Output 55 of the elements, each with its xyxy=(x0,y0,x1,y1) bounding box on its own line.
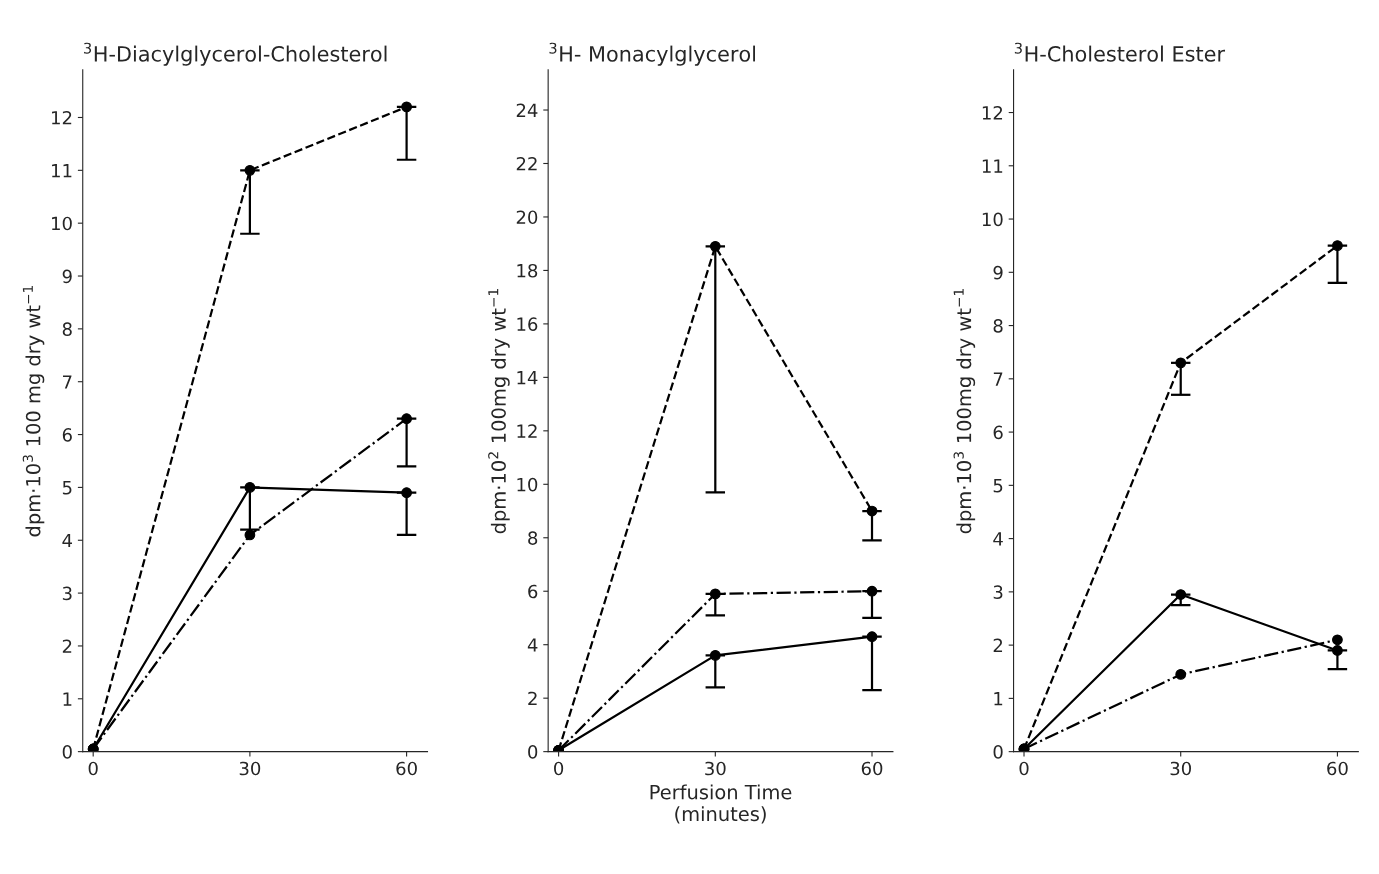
y-tick-label: 12 xyxy=(52,110,72,125)
y-tick-label: 7 xyxy=(993,372,1003,386)
y-tick-label: 5 xyxy=(993,479,1003,493)
y-tick-label: 6 xyxy=(62,428,72,442)
y-axis-title: dpm·10$^{3}$ 100mg dry wt$^{−1}$ xyxy=(953,289,976,534)
y-tick-label: 5 xyxy=(62,481,72,495)
y-tick-label: 3 xyxy=(62,586,72,601)
x-tick-label: 0 xyxy=(1019,761,1029,776)
y-tick-label: 12 xyxy=(982,105,1003,120)
chart-title: $^{3}$H-Cholesterol Ester xyxy=(1014,42,1226,62)
y-tick-label: 20 xyxy=(516,210,538,225)
y-tick-label: 8 xyxy=(528,531,538,545)
y-axis-title: dpm·10$^{2}$ 100mg dry wt$^{−1}$ xyxy=(488,289,510,534)
y-tick-label: 7 xyxy=(63,375,72,389)
y-tick-label: 11 xyxy=(52,164,72,178)
x-tick-label: 0 xyxy=(554,761,564,776)
x-tick-label: 30 xyxy=(239,761,261,776)
y-tick-label: 22 xyxy=(516,156,537,171)
y-tick-label: 11 xyxy=(982,159,1003,173)
y-tick-label: 14 xyxy=(517,371,538,385)
y-tick-label: 24 xyxy=(516,103,538,117)
y-tick-label: 4 xyxy=(62,533,72,548)
x-tick-label: 60 xyxy=(396,761,417,776)
x-tick-label: 30 xyxy=(1170,761,1192,776)
x-tick-label: 60 xyxy=(1327,761,1348,776)
y-tick-label: 0 xyxy=(528,745,538,759)
x-axis-title: Perfusion Time (minutes) xyxy=(650,784,792,824)
y-tick-label: 10 xyxy=(982,212,1003,227)
y-tick-label: 6 xyxy=(993,425,1003,440)
y-tick-label: 1 xyxy=(994,692,1003,706)
y-tick-label: 0 xyxy=(62,745,72,759)
x-tick-label: 0 xyxy=(88,761,98,776)
y-tick-label: 6 xyxy=(528,584,538,599)
y-tick-label: 1 xyxy=(63,692,72,706)
y-tick-label: 3 xyxy=(993,585,1003,599)
y-tick-label: 12 xyxy=(517,424,537,438)
y-axis-title: dpm·10$^{3}$ 100 mg dry wt$^{−1}$ xyxy=(22,286,45,537)
y-tick-label: 4 xyxy=(527,638,538,652)
y-tick-label: 10 xyxy=(517,477,538,492)
y-tick-label: 8 xyxy=(62,322,72,336)
chart-title: $^{3}$H- Monacylglycerol xyxy=(549,42,756,66)
y-tick-label: 18 xyxy=(517,263,538,278)
x-tick-label: 30 xyxy=(705,761,726,776)
y-tick-label: 9 xyxy=(62,269,72,284)
y-tick-label: 10 xyxy=(52,216,72,231)
y-tick-label: 8 xyxy=(993,319,1003,333)
y-tick-label: 2 xyxy=(528,691,537,706)
y-tick-label: 0 xyxy=(993,745,1003,759)
y-tick-label: 2 xyxy=(993,638,1003,652)
x-tick-label: 60 xyxy=(861,761,883,776)
y-tick-label: 16 xyxy=(517,317,538,332)
y-tick-label: 2 xyxy=(62,639,72,653)
y-tick-label: 4 xyxy=(993,532,1003,546)
y-tick-label: 9 xyxy=(993,265,1003,280)
chart-title: $^{3}$H-Diacylglycerol-Cholesterol xyxy=(84,42,387,66)
